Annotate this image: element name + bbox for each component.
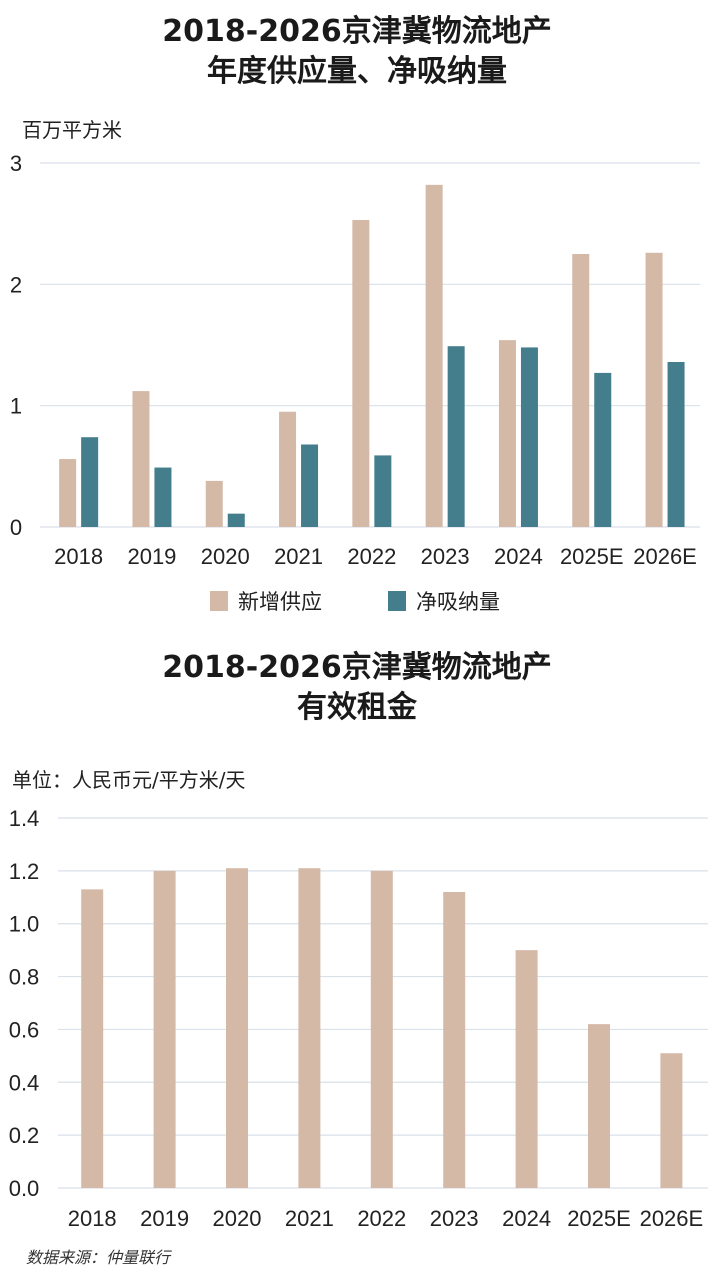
bar-absorption-2025E — [594, 372, 612, 527]
bar-rent-2025E — [588, 1024, 610, 1188]
x-tick-label: 2025E — [560, 544, 624, 569]
y-tick-label: 1.4 — [9, 806, 40, 831]
x-tick-label: 2024 — [502, 1206, 551, 1231]
chart1-unit-label: 百万平方米 — [22, 118, 122, 142]
y-tick-label: 3 — [10, 151, 22, 176]
bar-supply-2026E — [645, 252, 663, 527]
x-tick-label: 2023 — [430, 1206, 479, 1231]
y-tick-label: 1.2 — [9, 859, 40, 884]
y-tick-label: 0.0 — [9, 1176, 40, 1201]
bar-supply-2025E — [572, 254, 590, 527]
x-tick-label: 2018 — [68, 1206, 117, 1231]
x-tick-label: 2026E — [633, 544, 697, 569]
bar-rent-2026E — [660, 1053, 683, 1188]
x-tick-label: 2021 — [274, 544, 323, 569]
data-source-note: 数据来源：仲量联行 — [26, 1248, 171, 1267]
legend-swatch-supply — [210, 591, 228, 611]
bar-supply-2023 — [425, 184, 443, 527]
bar-absorption-2026E — [667, 361, 685, 527]
rent-chart: 0.0 0.2 0.4 0.6 0.8 1.0 1.2 1.4 2018 2019 2020 2021… — [9, 806, 708, 1231]
supply-absorption-chart: 0 1 2 3 2018 2019 2020 2021 2022 2023 2024 2025E 202… — [10, 151, 700, 614]
bar-rent-2019 — [153, 870, 176, 1188]
bar-supply-2022 — [352, 220, 370, 527]
bar-rent-2022 — [370, 870, 393, 1188]
bar-supply-2020 — [205, 480, 223, 527]
x-tick-label: 2018 — [54, 544, 103, 569]
x-tick-label: 2019 — [127, 544, 176, 569]
chart1-title-line2: 年度供应量、净吸纳量 — [207, 54, 507, 89]
legend-label-absorption: 净吸纳量 — [416, 590, 500, 614]
bar-absorption-2024 — [520, 347, 538, 527]
x-tick-label: 2026E — [640, 1206, 704, 1231]
y-tick-label: 0.4 — [9, 1070, 40, 1095]
bar-absorption-2023 — [447, 346, 465, 527]
x-tick-label: 2023 — [421, 544, 470, 569]
bar-rent-2023 — [443, 892, 466, 1188]
bar-rent-2021 — [298, 868, 321, 1188]
chart2-unit-label: 单位：人民币元/平方米/天 — [12, 768, 246, 792]
legend-label-supply: 新增供应 — [238, 590, 322, 614]
bar-absorption-2019 — [154, 467, 172, 527]
bar-supply-2021 — [279, 411, 297, 527]
x-tick-label: 2020 — [213, 1206, 262, 1231]
bar-rent-2024 — [515, 950, 538, 1188]
x-tick-label: 2022 — [347, 544, 396, 569]
bar-absorption-2018 — [81, 437, 99, 527]
bar-absorption-2022 — [374, 455, 392, 527]
x-tick-label: 2019 — [140, 1206, 189, 1231]
x-tick-label: 2024 — [494, 544, 543, 569]
chart1-title-line1: 2018-2026京津冀物流地产 — [162, 14, 552, 49]
legend-swatch-absorption — [388, 591, 406, 611]
y-tick-label: 0.6 — [9, 1017, 40, 1042]
bar-supply-2019 — [132, 391, 150, 527]
x-tick-label: 2025E — [567, 1206, 631, 1231]
bar-absorption-2020 — [227, 513, 245, 527]
x-tick-label: 2020 — [201, 544, 250, 569]
bar-rent-2020 — [226, 868, 248, 1188]
y-tick-label: 1.0 — [9, 912, 40, 937]
y-tick-label: 2 — [10, 272, 22, 297]
bar-rent-2018 — [81, 889, 104, 1188]
y-tick-label: 0 — [10, 515, 22, 540]
x-tick-label: 2022 — [357, 1206, 406, 1231]
y-tick-label: 1 — [10, 394, 22, 419]
bar-supply-2024 — [498, 340, 516, 527]
bar-supply-2018 — [59, 459, 77, 527]
y-tick-label: 0.8 — [9, 965, 40, 990]
bar-absorption-2021 — [301, 444, 319, 527]
y-tick-label: 0.2 — [9, 1123, 40, 1148]
x-tick-label: 2021 — [285, 1206, 334, 1231]
chart2-title-line2: 有效租金 — [297, 690, 417, 725]
chart2-title-line1: 2018-2026京津冀物流地产 — [162, 650, 552, 685]
